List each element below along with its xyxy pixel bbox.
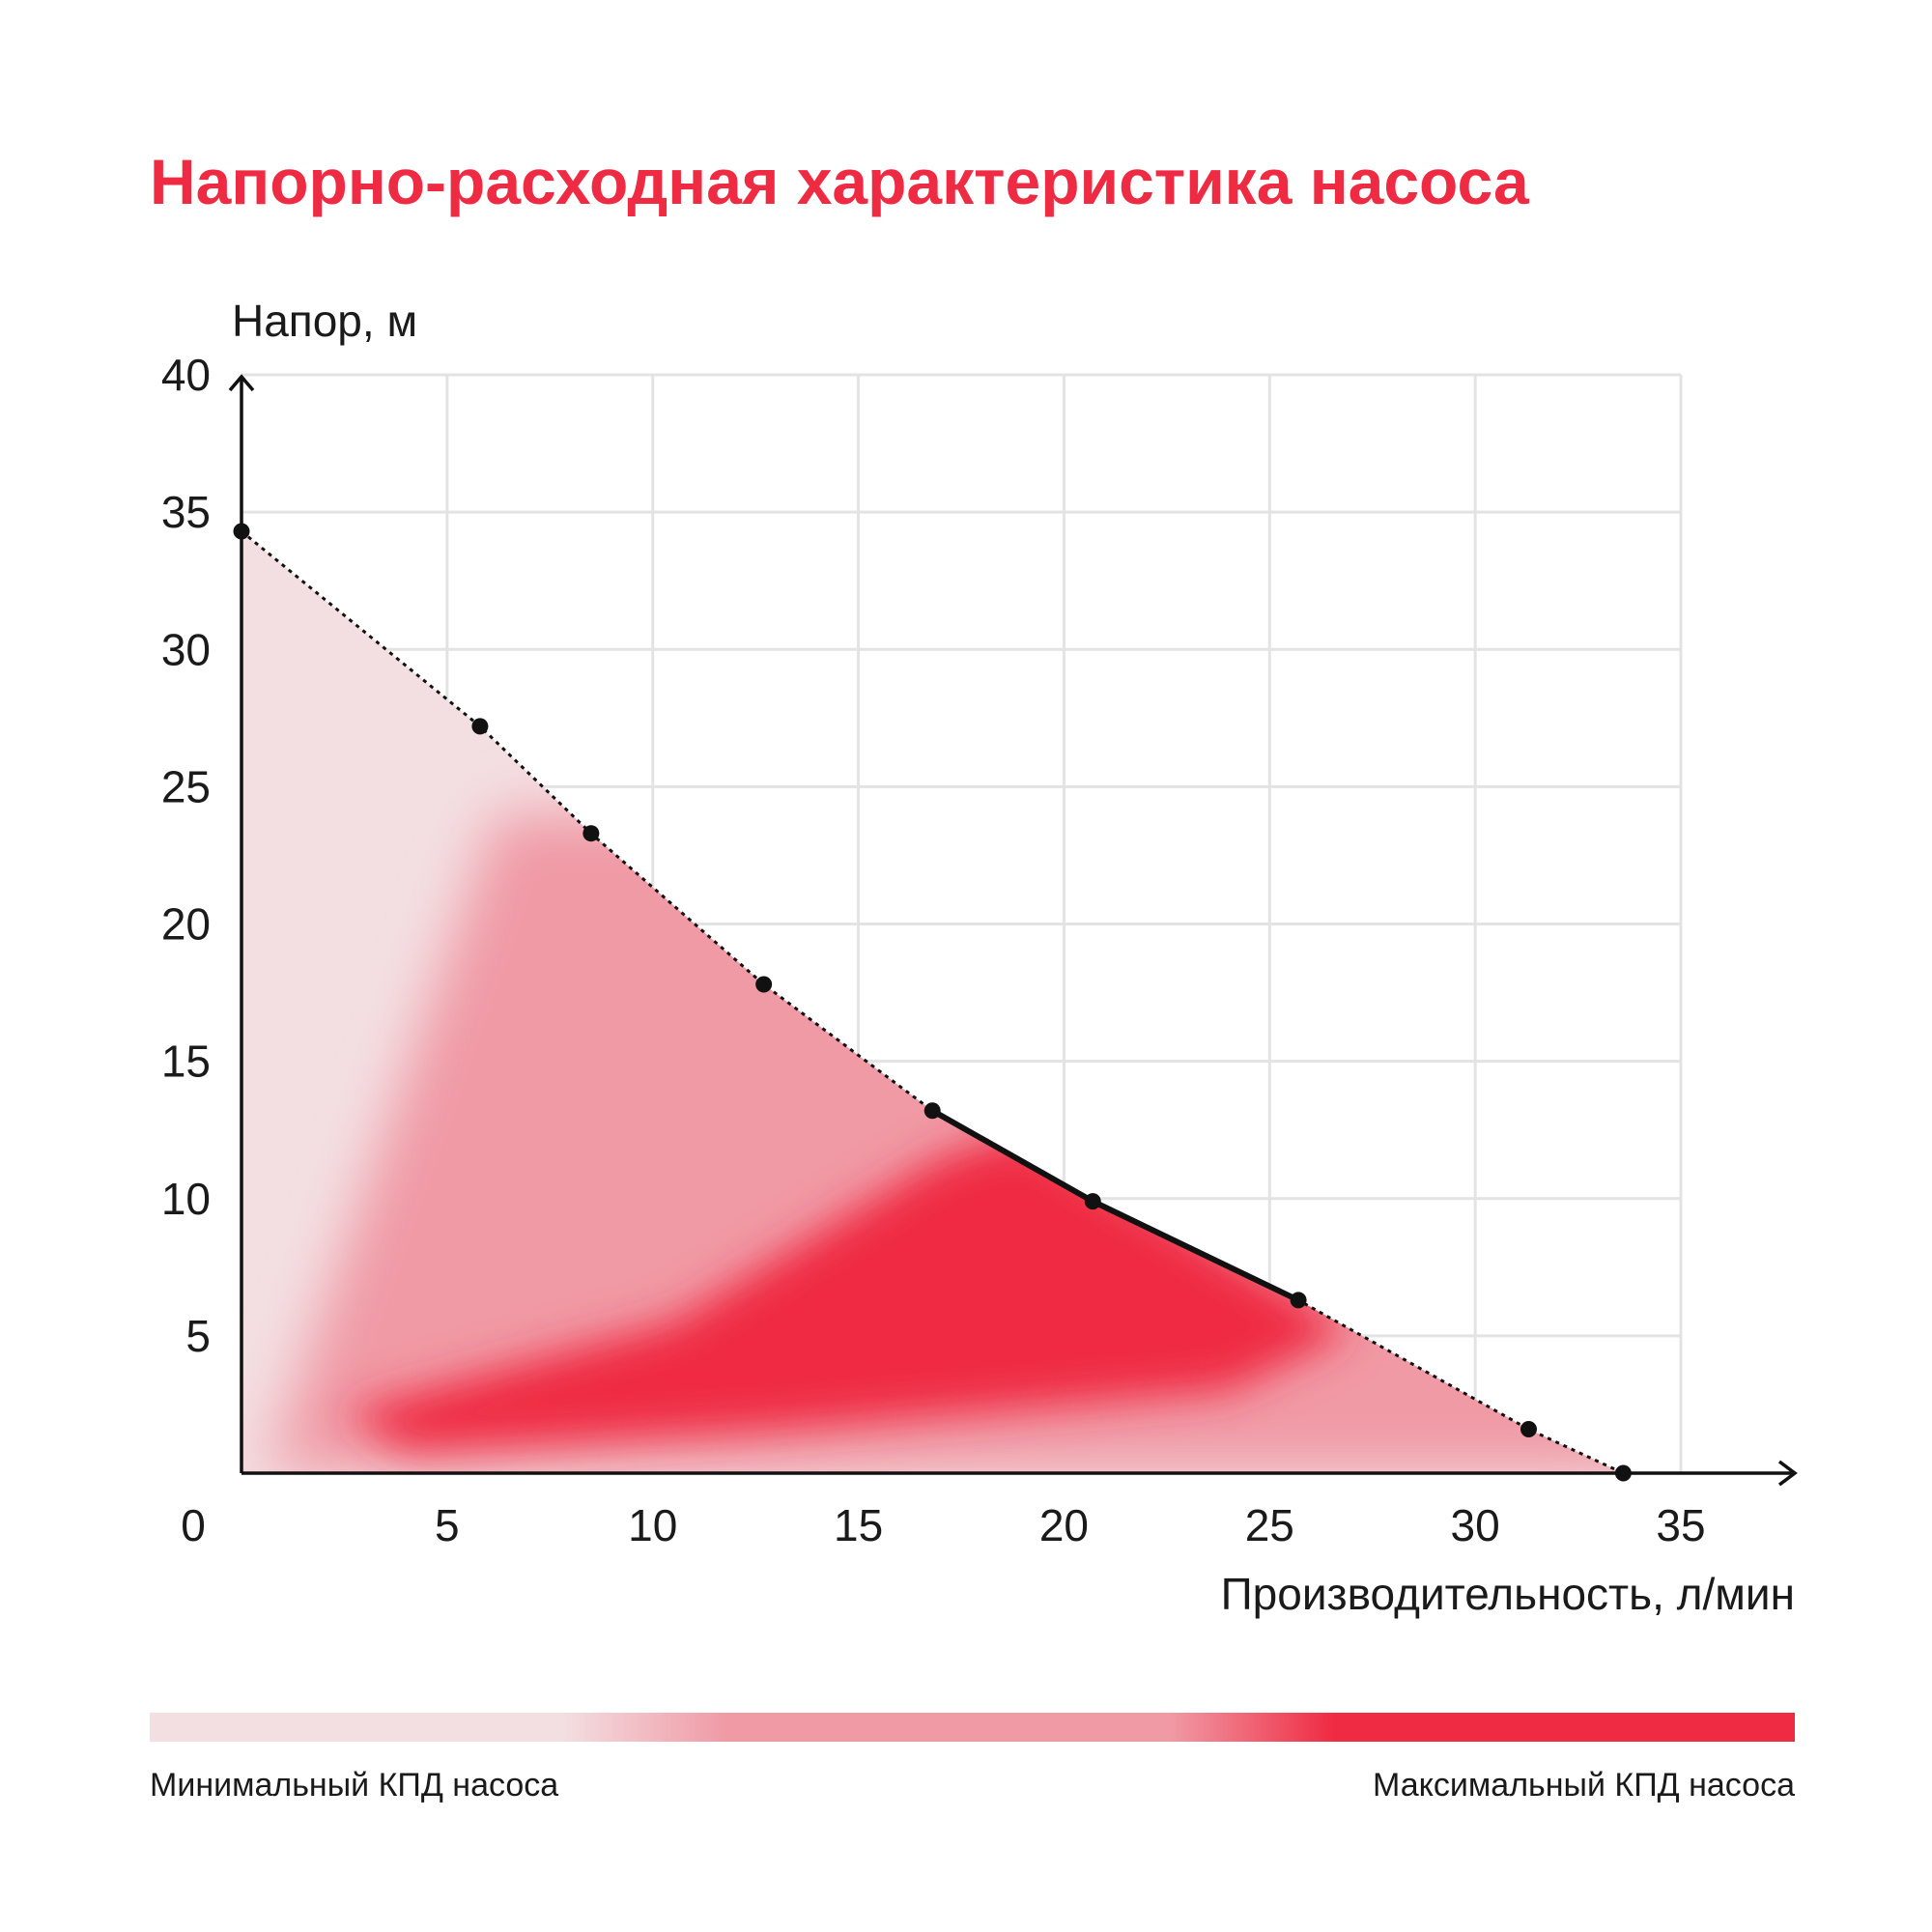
y-tick-label: 10 (161, 1174, 211, 1224)
y-tick-label: 25 (161, 761, 211, 811)
curve-point (1290, 1292, 1307, 1309)
x-axis-arrow (1777, 1460, 1798, 1487)
legend-min-label: Минимальный КПД насоса (150, 1767, 559, 1804)
legend-max-label: Максимальный КПД насоса (1373, 1767, 1795, 1804)
curve-dotted-line (241, 529, 1625, 1475)
y-tick-label: 20 (161, 899, 211, 950)
y-tick-label: 5 (185, 1311, 211, 1361)
efficiency-area (242, 531, 1624, 1473)
x-tick-label: 30 (1451, 1500, 1500, 1550)
chart-axes (228, 374, 1798, 1487)
axis-labels: Напор, м Производительность, л/мин (232, 296, 1795, 1619)
x-axis-label: Производительность, л/мин (1221, 1569, 1795, 1619)
curve-point (1084, 1193, 1101, 1210)
y-axis-arrow (228, 374, 255, 392)
y-tick-label: 30 (161, 624, 211, 674)
chart-title: Напорно-расходная характеристика насоса (150, 146, 1529, 217)
curve-point (233, 523, 250, 540)
x-tick-label: 35 (1656, 1500, 1705, 1550)
x-tick-label: 5 (435, 1500, 460, 1550)
x-tick-label: 20 (1039, 1500, 1089, 1550)
y-tick-label: 35 (161, 487, 211, 537)
x-tick-label: 10 (628, 1500, 677, 1550)
curve-point (755, 976, 773, 993)
head-flow-curve (233, 523, 1632, 1482)
curve-point (1520, 1421, 1537, 1438)
curve-point (1614, 1464, 1632, 1482)
y-tick-label: 40 (161, 350, 211, 400)
tick-labels: 0 5 10 15 20 25 30 35 5 10 15 20 25 30 35 40 (161, 350, 1706, 1550)
x-tick-label: 0 (181, 1500, 206, 1550)
efficiency-legend-bar (150, 1713, 1795, 1742)
curve-point (923, 1102, 941, 1120)
x-tick-label: 25 (1245, 1500, 1294, 1550)
curve-point (582, 825, 600, 842)
curve-point (471, 718, 489, 735)
y-axis-label: Напор, м (232, 296, 417, 346)
y-tick-label: 15 (161, 1037, 211, 1087)
x-tick-label: 15 (834, 1500, 883, 1550)
efficiency-zone-max (344, 1129, 1352, 1452)
